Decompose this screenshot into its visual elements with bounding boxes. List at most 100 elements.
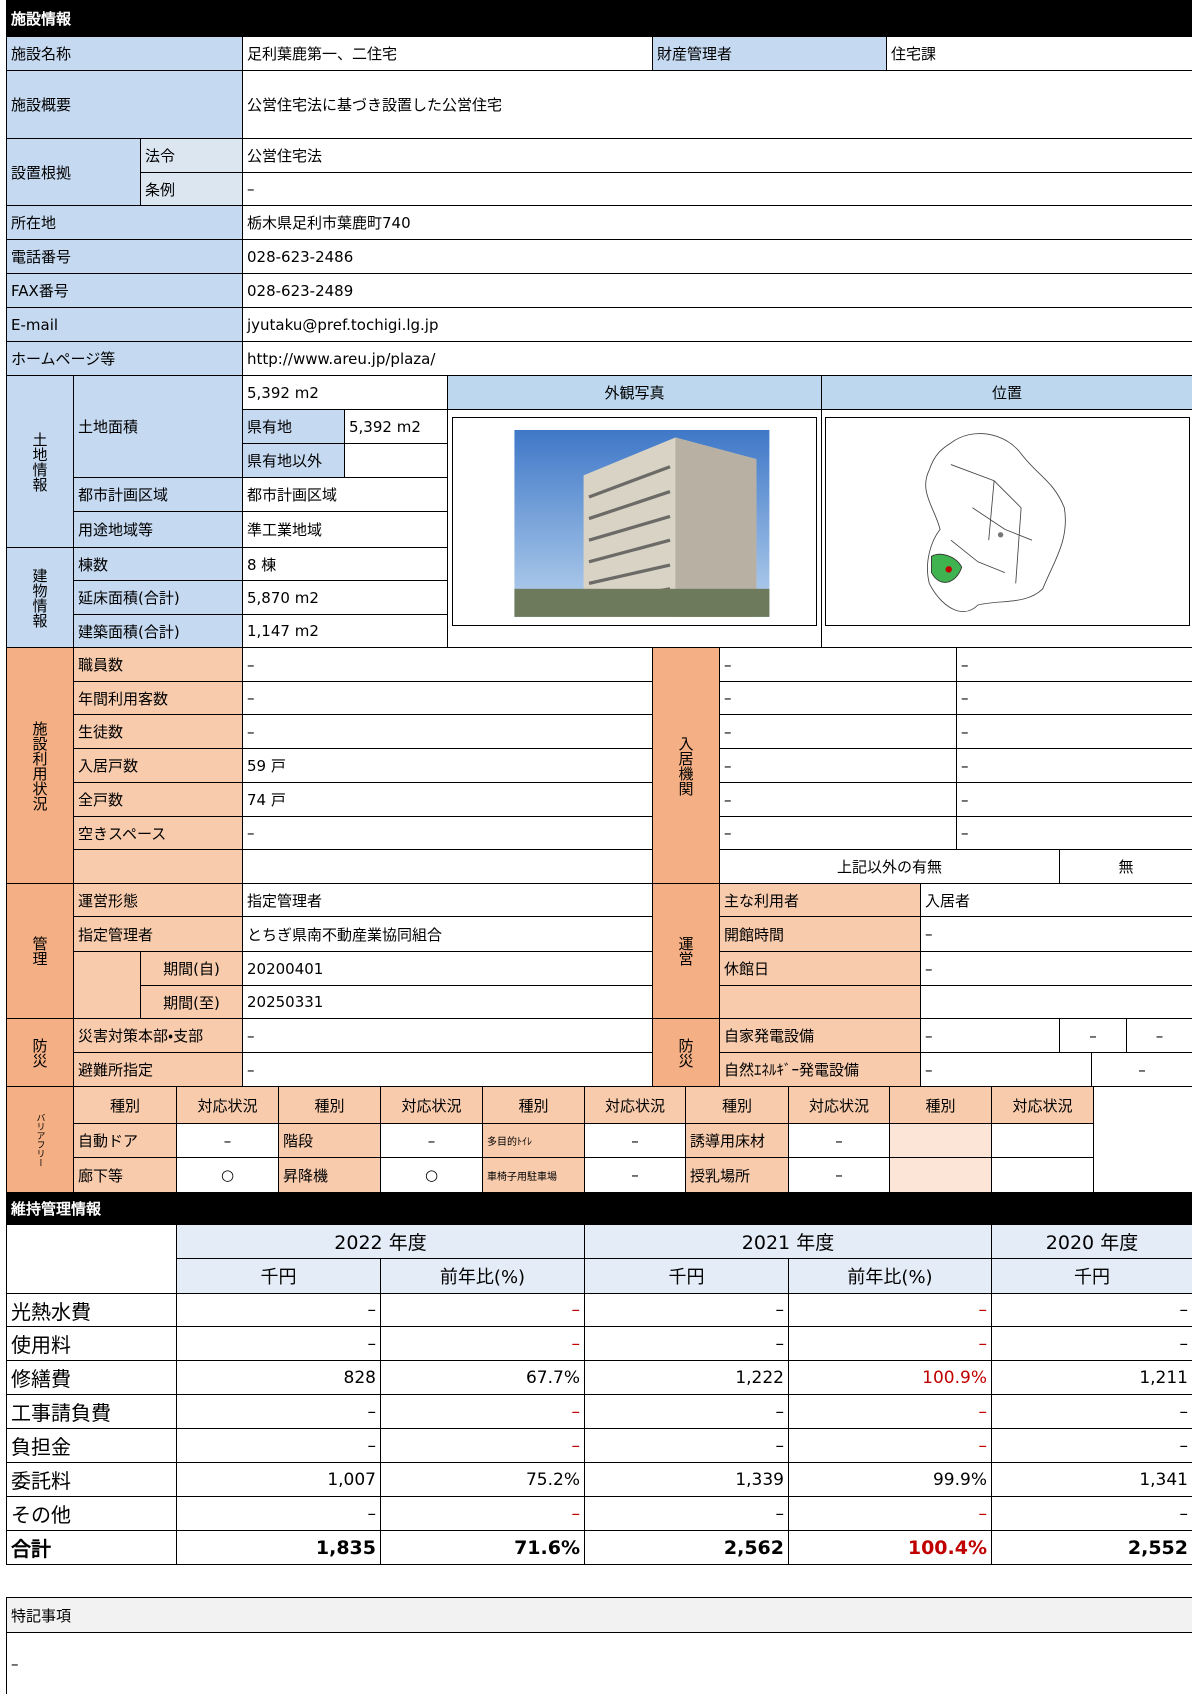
barrier-free-rows-0-4: 多目的ﾄｲﾚ bbox=[482, 1123, 585, 1158]
barrier-free-headers-1: 対応状況 bbox=[176, 1086, 279, 1124]
barrier-free-rows-1-5: – bbox=[584, 1157, 686, 1193]
building-floor-area-label: 延床面積(合計) bbox=[73, 580, 243, 615]
usage-section-label: 施設利用状況 bbox=[6, 647, 74, 884]
disaster-right-label: 防災 bbox=[652, 1018, 720, 1087]
usage-rows-5-label: 空きスペース bbox=[73, 816, 243, 850]
facility-name: 足利葉鹿第一、二住宅 bbox=[242, 36, 653, 71]
facility-homepage: http://www.areu.jp/plaza/ bbox=[242, 341, 1192, 376]
maintenance-years-0: 2022 年度 bbox=[176, 1224, 585, 1259]
maintenance-title: 維持管理情報 bbox=[6, 1192, 1192, 1225]
empty-cell bbox=[242, 849, 653, 884]
barrier-free-section-label: バリアフリー bbox=[6, 1086, 74, 1193]
facility-email-label: E-mail bbox=[6, 307, 243, 342]
facility-law-label: 法令 bbox=[140, 138, 243, 173]
barrier-free-headers-8: 種別 bbox=[889, 1086, 992, 1124]
facility-name-label: 施設名称 bbox=[6, 36, 243, 71]
land-pref-land-label: 県有地 bbox=[242, 409, 345, 444]
maintenance-rows-7-values-2: 2,562 bbox=[584, 1530, 789, 1565]
usage-rows-5-value: – bbox=[242, 816, 653, 850]
maintenance-rows-2-values-0: 828 bbox=[176, 1360, 381, 1395]
usage-tenants-4-0: – bbox=[719, 782, 957, 817]
maintenance-rows-0-values-0: – bbox=[176, 1293, 381, 1327]
barrier-free-rows-1-0: 廊下等 bbox=[73, 1157, 177, 1193]
maintenance-rows-6-label: その他 bbox=[6, 1496, 177, 1531]
maintenance-rows-1-label: 使用料 bbox=[6, 1326, 177, 1361]
usage-rows-4-value: 74 戸 bbox=[242, 782, 653, 817]
management-type: 指定管理者 bbox=[242, 883, 653, 917]
facility-manager: 住宅課 bbox=[886, 36, 1192, 71]
maintenance-rows-4-label: 負担金 bbox=[6, 1428, 177, 1463]
facility-overview: 公営住宅法に基づき設置した公営住宅 bbox=[242, 70, 1192, 139]
usage-other: 無 bbox=[1059, 849, 1192, 884]
usage-rows-3-label: 入居戸数 bbox=[73, 748, 243, 783]
operation-rows-2-value: – bbox=[920, 951, 1192, 986]
usage-tenants-5-0: – bbox=[719, 816, 957, 850]
barrier-free-rows-0-0: 自動ドア bbox=[73, 1123, 177, 1158]
facility-tel-label: 電話番号 bbox=[6, 239, 243, 274]
disaster-rows-1-value: – bbox=[242, 1052, 653, 1087]
disaster-power-2: – bbox=[1126, 1018, 1192, 1053]
operation-rows-2-label: 休館日 bbox=[719, 951, 921, 986]
images-location-label: 位置 bbox=[821, 375, 1192, 410]
maintenance-rows-3-values-0: – bbox=[176, 1394, 381, 1429]
usage-rows-0-value: – bbox=[242, 647, 653, 682]
management-type-label: 運営形態 bbox=[73, 883, 243, 917]
maintenance-rows-4-values-4: – bbox=[991, 1428, 1192, 1463]
facility-email: jyutaku@pref.tochigi.lg.jp bbox=[242, 307, 1192, 342]
barrier-free-rows-0-2: 階段 bbox=[278, 1123, 381, 1158]
barrier-free-rows-1-3: ○ bbox=[380, 1157, 483, 1193]
maintenance-rows-0-values-2: – bbox=[584, 1293, 789, 1327]
barrier-free-rows-1-6: 授乳場所 bbox=[685, 1157, 789, 1193]
usage-tenants-5-1: – bbox=[956, 816, 1192, 850]
maintenance-rows-2-values-2: 1,222 bbox=[584, 1360, 789, 1395]
empty-cell bbox=[452, 417, 817, 626]
disaster-rows-0-label: 災害対策本部・支部 bbox=[73, 1018, 243, 1053]
maintenance-units-3: 前年比(%) bbox=[788, 1258, 992, 1294]
notes-text: – bbox=[6, 1632, 1192, 1694]
maintenance-rows-7-values-4: 2,552 bbox=[991, 1530, 1192, 1565]
maintenance-units-1: 前年比(%) bbox=[380, 1258, 585, 1294]
disaster-renewable-0: – bbox=[920, 1052, 1092, 1087]
maintenance-rows-5-values-4: 1,341 bbox=[991, 1462, 1192, 1497]
management-section-label: 管理 bbox=[6, 883, 74, 1019]
land-section-label: 土地情報 bbox=[6, 375, 74, 548]
usage-tenants-3-1: – bbox=[956, 748, 1192, 783]
land-pref-land: 5,392 m2 bbox=[344, 409, 448, 444]
maintenance-rows-2-label: 修繕費 bbox=[6, 1360, 177, 1395]
building-count: 8 棟 bbox=[242, 547, 448, 581]
maintenance-rows-5-values-3: 99.9% bbox=[788, 1462, 992, 1497]
usage-rows-1-value: – bbox=[242, 681, 653, 715]
barrier-free-headers-3: 対応状況 bbox=[380, 1086, 483, 1124]
maintenance-rows-6-values-0: – bbox=[176, 1496, 381, 1531]
facility-manager-label: 財産管理者 bbox=[652, 36, 887, 71]
facility-address-label: 所在地 bbox=[6, 205, 243, 240]
land-other-land-label: 県有地以外 bbox=[242, 443, 345, 478]
barrier-free-rows-1-4: 車椅子用駐車場 bbox=[482, 1157, 585, 1193]
barrier-free-headers-7: 対応状況 bbox=[788, 1086, 890, 1124]
maintenance-years-1: 2021 年度 bbox=[584, 1224, 992, 1259]
maintenance-years-2: 2020 年度 bbox=[991, 1224, 1192, 1259]
barrier-free-headers-9: 対応状況 bbox=[991, 1086, 1094, 1124]
barrier-free-headers-0: 種別 bbox=[73, 1086, 177, 1124]
operation-rows-0-value: 入居者 bbox=[920, 883, 1192, 917]
land-city-plan: 都市計画区域 bbox=[242, 477, 448, 512]
usage-rows-2-value: – bbox=[242, 714, 653, 749]
maintenance-rows-3-values-3: – bbox=[788, 1394, 992, 1429]
land-area-label: 土地面積 bbox=[73, 375, 243, 478]
operation-rows-0-label: 主な利用者 bbox=[719, 883, 921, 917]
maintenance-rows-3-values-1: – bbox=[380, 1394, 585, 1429]
maintenance-rows-1-values-4: – bbox=[991, 1326, 1192, 1361]
operation-rows-1-label: 開館時間 bbox=[719, 916, 921, 952]
barrier-free-headers-5: 対応状況 bbox=[584, 1086, 686, 1124]
management-from-label: 期間(自) bbox=[140, 951, 243, 986]
land-zoning-label: 用途地域等 bbox=[73, 511, 243, 548]
usage-tenants-0-1: – bbox=[956, 647, 1192, 682]
barrier-free-rows-1-1: ○ bbox=[176, 1157, 279, 1193]
maintenance-rows-3-values-4: – bbox=[991, 1394, 1192, 1429]
usage-tenants-1-1: – bbox=[956, 681, 1192, 715]
maintenance-rows-1-values-0: – bbox=[176, 1326, 381, 1361]
maintenance-rows-0-values-4: – bbox=[991, 1293, 1192, 1327]
empty-cell bbox=[825, 417, 1190, 626]
maintenance-rows-7-label: 合計 bbox=[6, 1530, 177, 1565]
